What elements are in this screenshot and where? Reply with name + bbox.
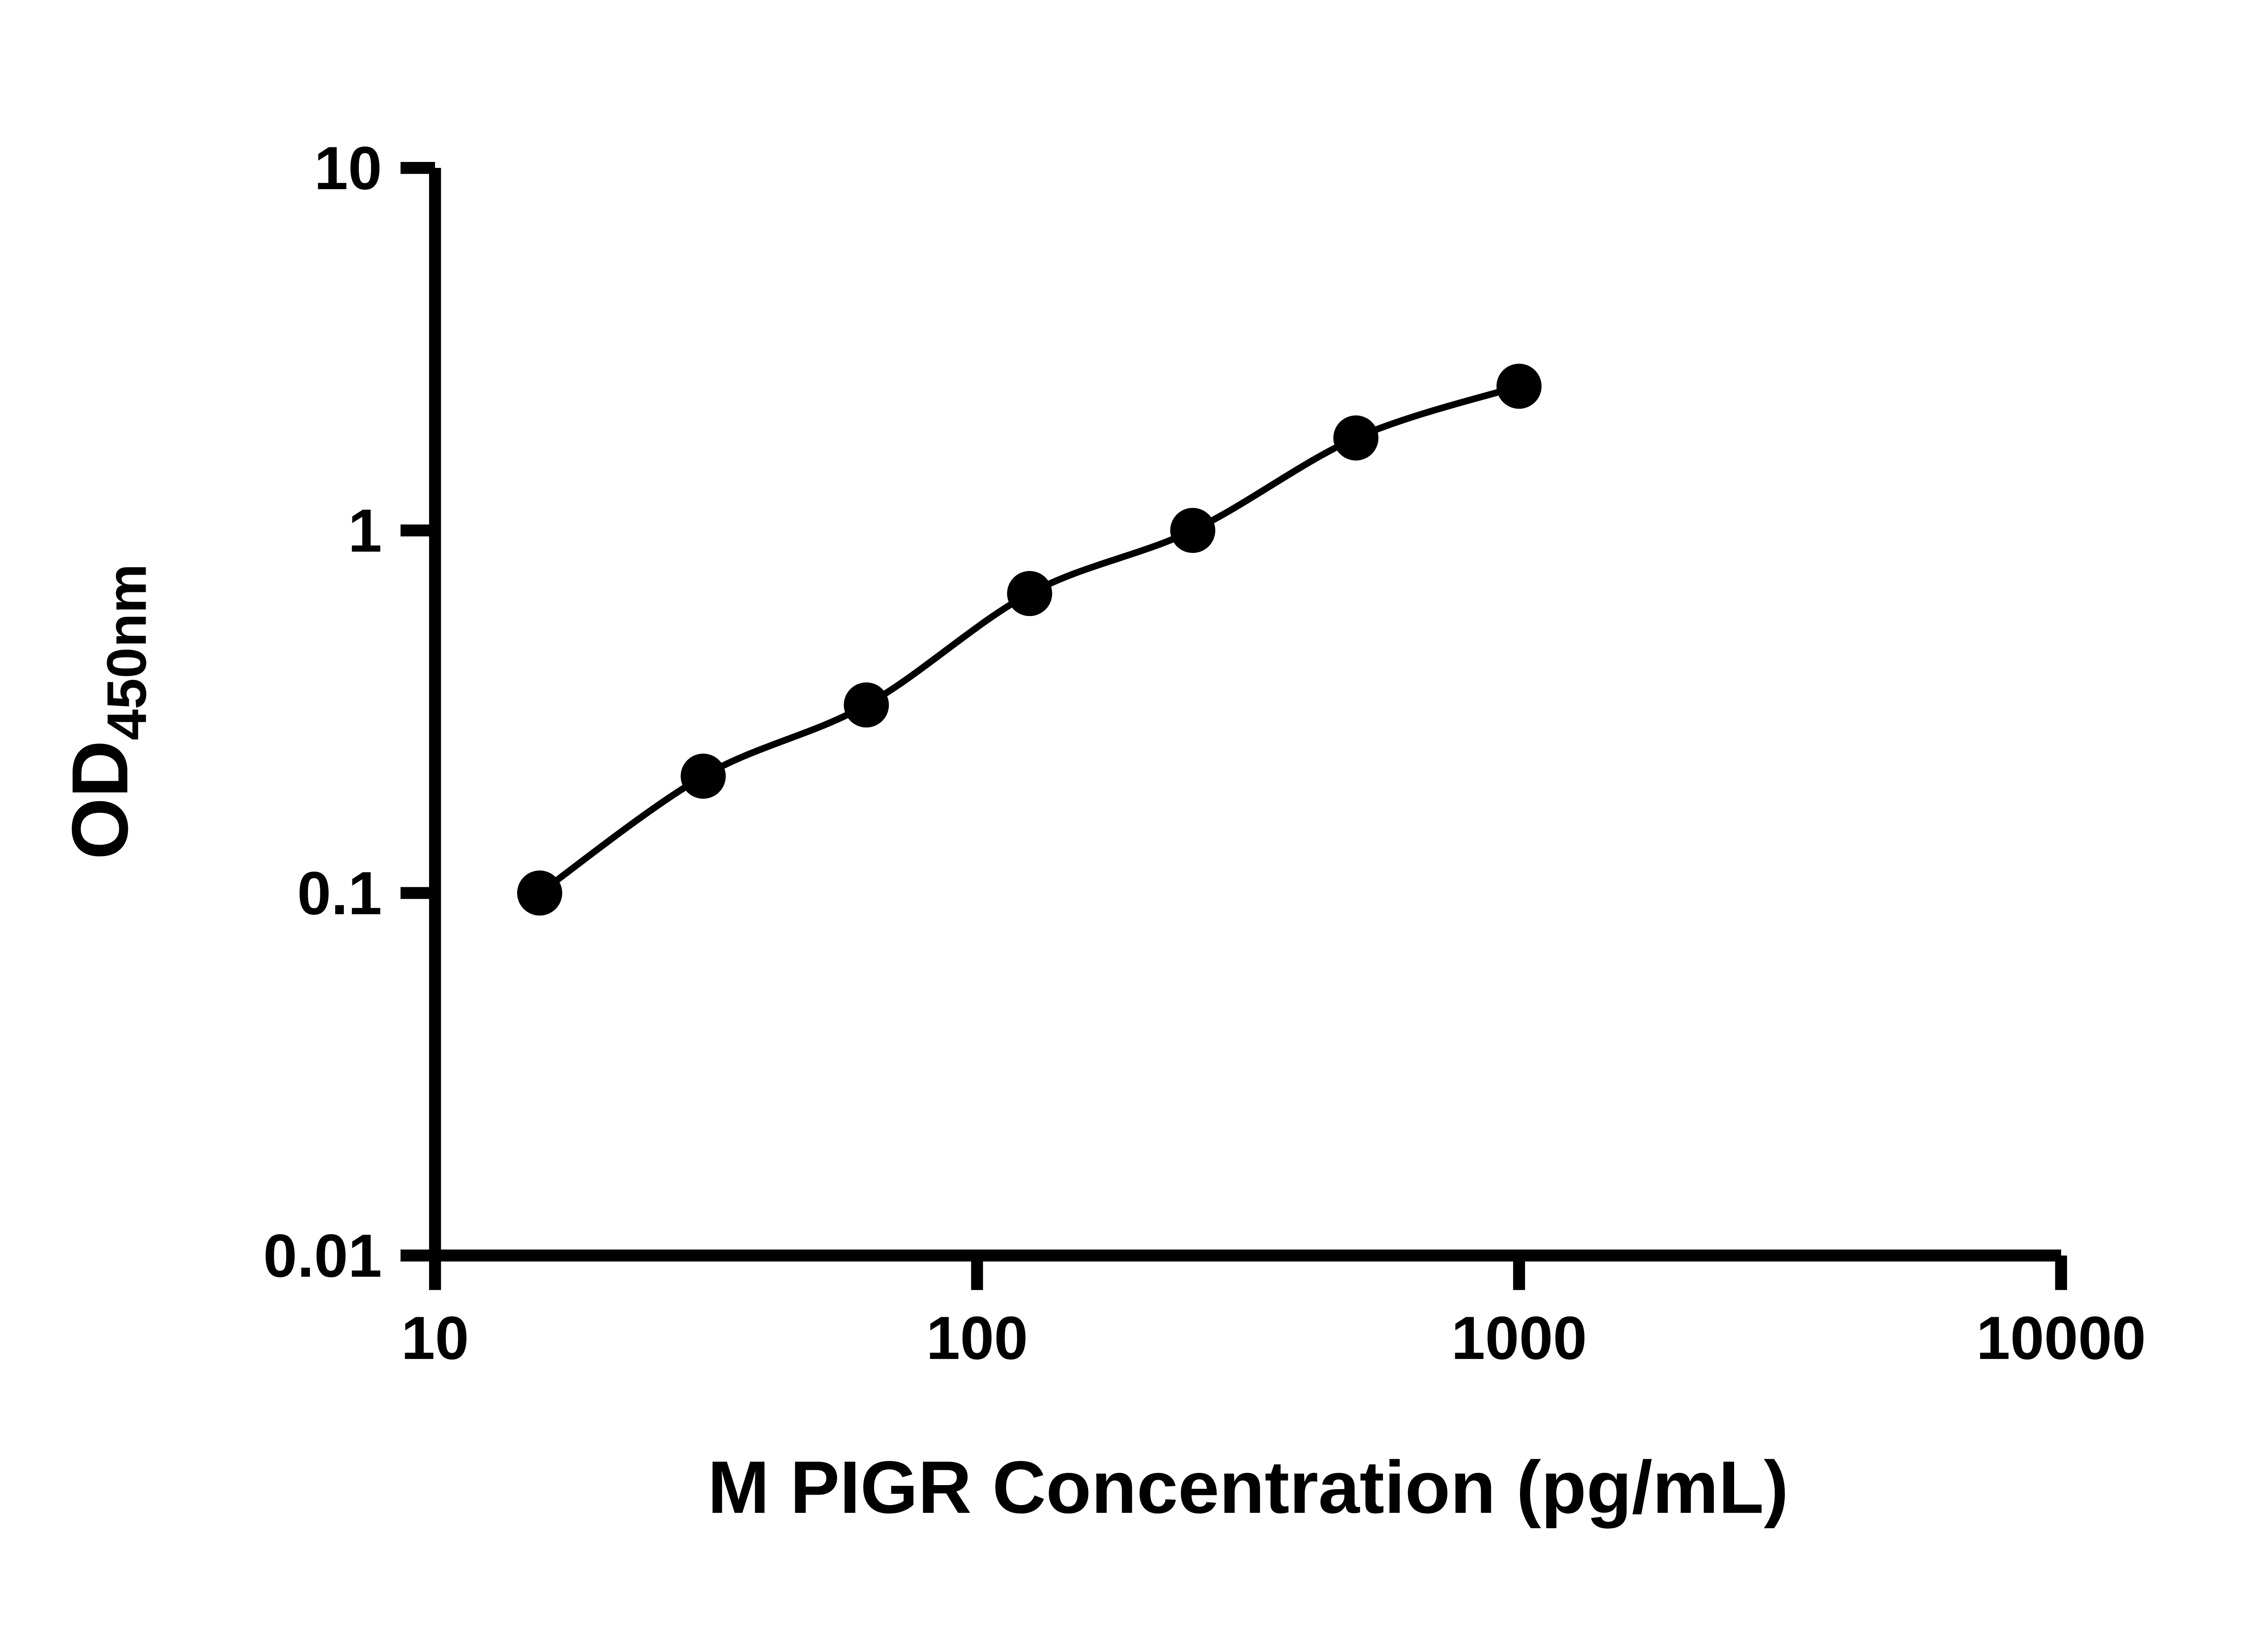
standard-curve-line: [538, 383, 1520, 896]
data-point: [1170, 508, 1216, 553]
data-point: [844, 682, 889, 728]
y-tick-label: 10: [314, 134, 382, 202]
y-axis-title-subscript: 450nm: [96, 564, 158, 740]
series-group: [517, 363, 1542, 916]
data-point: [517, 870, 562, 916]
ticks-group: [401, 162, 2068, 1290]
data-point: [1333, 415, 1378, 461]
x-tick-label: 10000: [1976, 1304, 2146, 1372]
tick-labels-group: 10 100 1000 10000 0.01 0.1 1 10: [263, 134, 2146, 1372]
x-tick-label: 10: [401, 1304, 469, 1372]
y-tick-label: 0.1: [297, 859, 382, 927]
x-tick-label: 100: [926, 1304, 1028, 1372]
y-axis-title: OD450nm: [56, 564, 158, 860]
data-point: [1496, 363, 1542, 409]
x-tick-label: 1000: [1451, 1304, 1587, 1372]
data-point: [1007, 571, 1052, 616]
y-axis-title-main: OD: [56, 740, 145, 860]
axis-lines: [429, 168, 2061, 1261]
x-axis-title: M PIGR Concentration (pg/mL): [708, 1446, 1789, 1529]
axes-group: [429, 168, 2061, 1261]
y-tick-label: 0.01: [263, 1222, 382, 1290]
data-point: [680, 753, 726, 799]
y-tick-label: 1: [348, 496, 382, 565]
